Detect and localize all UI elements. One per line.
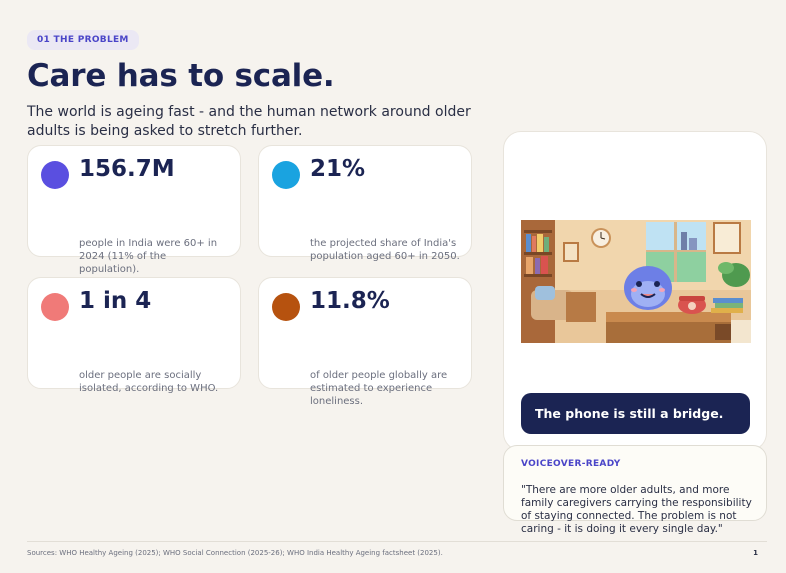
page-number: 1 — [753, 549, 758, 557]
stat-value: 21% — [310, 156, 366, 182]
voiceover-label: VOICEOVER-READY — [521, 459, 621, 469]
section-tag: 01 THE PROBLEM — [27, 30, 139, 50]
page-title: Care has to scale. — [27, 58, 335, 94]
stat-value: 1 in 4 — [79, 288, 152, 314]
bridge-callout: The phone is still a bridge. — [521, 393, 750, 434]
voiceover-card: VOICEOVER-READY "There are more older ad… — [503, 445, 767, 535]
stat-description: older people are socially isolated, acco… — [79, 370, 219, 394]
mascot-phone-illustration — [521, 220, 751, 343]
stat-dot-icon — [272, 293, 300, 321]
stat-value: 11.8% — [310, 288, 390, 314]
voiceover-text: "There are more older adults, and more f… — [521, 484, 752, 535]
page-subtitle: The world is ageing fast - and the human… — [27, 104, 471, 139]
illustration-card: The phone is still a bridge. — [503, 131, 767, 451]
stat-dot-icon — [272, 161, 300, 189]
stat-card-projected-share: 21% the projected share of India's popul… — [258, 145, 472, 262]
sources-footnote: Sources: WHO Healthy Ageing (2025); WHO … — [27, 549, 443, 557]
stat-card-isolation: 1 in 4 older people are socially isolate… — [27, 277, 241, 394]
stat-card-loneliness: 11.8% of older people globally are estim… — [258, 277, 472, 407]
stat-description: people in India were 60+ in 2024 (11% of… — [79, 238, 218, 275]
stat-value: 156.7M — [79, 156, 175, 182]
stat-card-india-60plus: 156.7M people in India were 60+ in 2024 … — [27, 145, 241, 275]
stat-description: the projected share of India's populatio… — [310, 238, 460, 262]
footer-divider — [27, 541, 767, 542]
stat-dot-icon — [41, 293, 69, 321]
stat-dot-icon — [41, 161, 69, 189]
stat-description: of older people globally are estimated t… — [310, 370, 448, 407]
